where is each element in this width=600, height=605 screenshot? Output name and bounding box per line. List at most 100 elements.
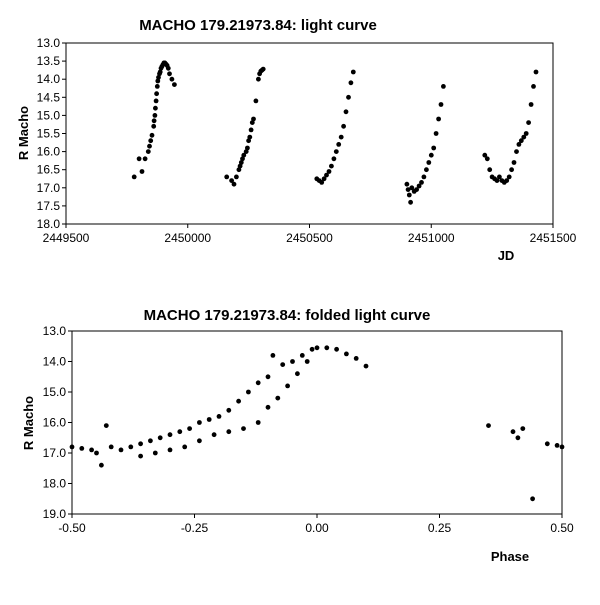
- data-point: [275, 395, 281, 401]
- data-point: [484, 156, 490, 162]
- data-point: [154, 91, 160, 97]
- data-point: [99, 462, 104, 468]
- data-point: [197, 438, 202, 444]
- data-point: [226, 429, 232, 435]
- data-point: [136, 156, 142, 162]
- chart-panel-1: MACHO 179.21973.84: light curve 13.0 13.5 1…: [16, 17, 577, 263]
- data-point: [246, 138, 252, 144]
- data-point: [419, 180, 424, 185]
- y-tick-label: 14.5: [37, 90, 61, 104]
- data-point: [237, 163, 243, 169]
- data-point: [151, 118, 157, 124]
- data-point: [165, 65, 171, 71]
- data-point: [69, 444, 75, 450]
- data-point: [147, 143, 152, 149]
- data-point: [131, 174, 137, 180]
- data-point: [530, 496, 535, 502]
- data-point: [182, 444, 188, 450]
- y-tick-label: 14.0: [43, 355, 67, 369]
- y-tick-label: 17.5: [37, 199, 61, 213]
- data-point: [436, 116, 441, 122]
- y-tick-label: 13.0: [37, 36, 61, 50]
- y-tick-label: 15.0: [37, 108, 61, 122]
- data-point: [128, 444, 134, 450]
- data-point: [523, 131, 529, 136]
- data-point: [247, 134, 253, 140]
- x-tick-label: 0.50: [550, 521, 574, 535]
- y-tick-label: 17.0: [37, 181, 61, 195]
- data-point: [152, 113, 158, 118]
- plot-frame: [71, 330, 563, 515]
- data-point: [167, 71, 172, 77]
- data-point: [270, 353, 276, 358]
- data-point: [344, 351, 349, 357]
- data-point: [506, 174, 512, 180]
- data-point: [118, 447, 124, 453]
- data-point: [108, 444, 114, 450]
- data-point: [154, 84, 160, 89]
- data-point: [526, 120, 531, 125]
- data-point: [145, 149, 151, 155]
- data-point: [531, 84, 536, 89]
- data-point: [245, 145, 250, 151]
- data-point: [414, 187, 419, 193]
- y-tick-label: 17.0: [43, 446, 67, 460]
- data-point: [497, 174, 502, 180]
- data-point: [89, 447, 94, 453]
- data-point: [206, 417, 212, 422]
- data-point: [428, 152, 434, 158]
- x-tick-label: -0.50: [58, 521, 86, 535]
- data-point: [321, 176, 327, 182]
- data-point: [544, 441, 550, 447]
- data-point: [431, 145, 437, 151]
- data-point: [149, 132, 155, 138]
- data-point: [211, 432, 217, 438]
- data-point: [329, 163, 334, 169]
- data-point: [243, 149, 249, 155]
- data-point: [248, 127, 254, 133]
- data-point: [157, 435, 163, 441]
- y-axis-label: R Macho: [21, 396, 36, 450]
- data-point: [336, 142, 342, 147]
- data-point: [494, 178, 500, 184]
- data-point: [167, 432, 173, 438]
- data-point: [520, 426, 526, 431]
- x-tick-label: 0.00: [305, 521, 329, 535]
- data-point: [285, 383, 290, 389]
- data-point: [350, 69, 356, 75]
- y-axis-label: R Macho: [16, 106, 31, 160]
- data-point: [253, 98, 259, 104]
- data-point: [94, 450, 99, 456]
- data-point: [326, 169, 332, 174]
- data-point: [197, 420, 202, 425]
- data-point: [433, 131, 439, 136]
- plot-frame: [65, 42, 554, 225]
- data-point: [405, 187, 411, 193]
- data-point: [295, 371, 300, 377]
- data-point: [408, 199, 413, 205]
- data-point: [172, 82, 177, 87]
- data-point: [234, 174, 239, 180]
- data-point: [521, 134, 527, 140]
- data-point: [255, 380, 261, 386]
- data-point: [231, 181, 237, 187]
- data-point: [346, 94, 351, 100]
- data-point: [187, 426, 193, 431]
- data-point: [334, 346, 339, 352]
- data-point: [338, 134, 344, 140]
- data-point: [309, 346, 315, 352]
- data-point: [138, 453, 144, 459]
- data-point: [353, 356, 359, 361]
- data-point: [406, 192, 412, 198]
- data-point: [290, 359, 295, 364]
- x-tick-label: 2451000: [408, 231, 455, 245]
- data-point: [224, 174, 230, 180]
- data-point: [487, 167, 493, 173]
- y-tick-label: 14.0: [37, 72, 61, 86]
- data-point: [169, 76, 175, 82]
- data-point: [514, 149, 519, 155]
- data-point: [511, 160, 517, 165]
- data-point: [348, 80, 354, 86]
- data-point: [510, 429, 516, 435]
